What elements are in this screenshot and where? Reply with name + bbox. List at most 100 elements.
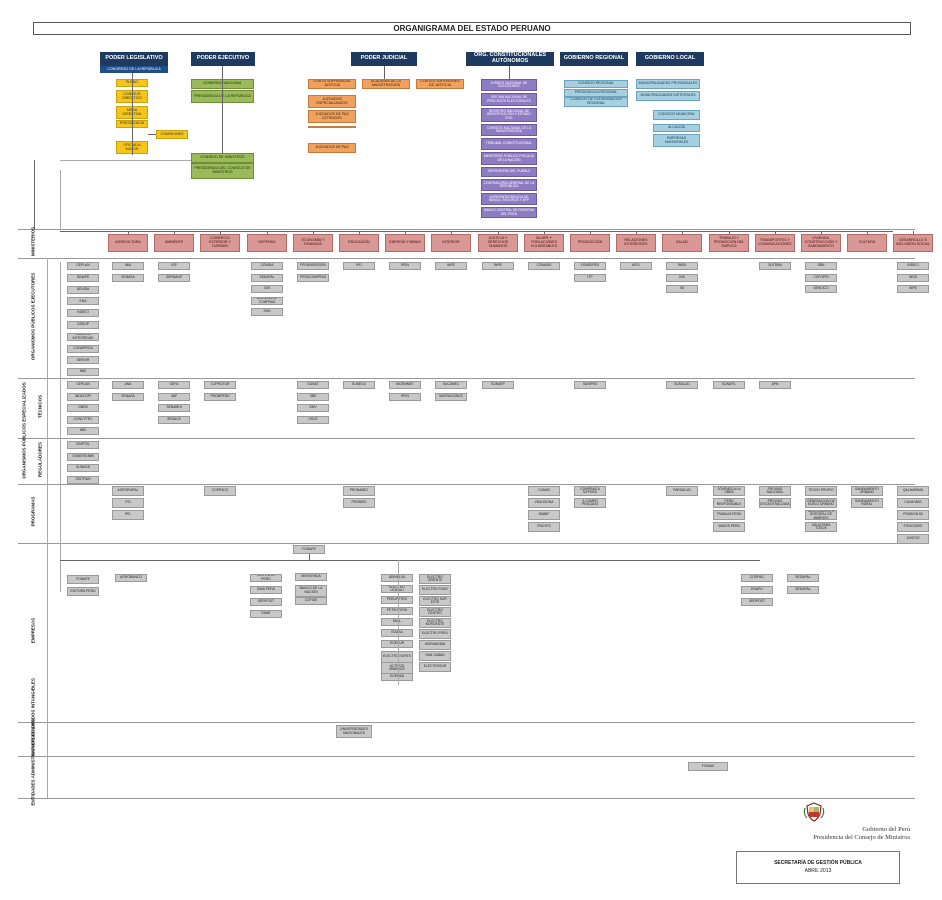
tecnico-item: ANA (112, 381, 144, 389)
power-header: PODER JUDICIAL (351, 52, 417, 66)
empresa-item: MIVIVIENDA (295, 573, 327, 581)
pcm-ejecutor: ENA (67, 297, 99, 306)
row-label: ORGANISMOS PÚBLICOS EJECUTORES (30, 272, 36, 361)
pcm-regulador: OSITRAN (67, 475, 99, 484)
programa-item: PSI (112, 498, 144, 508)
ministry-drop (867, 231, 868, 234)
programa-item: GENERACIÓN DE SUELO URBANO (805, 498, 837, 508)
ejecutor-item: IGN (251, 285, 283, 293)
row-divider (18, 378, 915, 379)
empresa-item: FAME (250, 610, 282, 618)
regional-item: CONSEJO REGIONAL (564, 80, 628, 88)
programa-item: COPESCO (204, 486, 236, 496)
row-divider (18, 438, 915, 439)
empresa-item: ELECTRO UCAYALI (381, 585, 413, 593)
universidades-box: UNIVERSIDADES NACIONALES (336, 725, 372, 738)
programa-item: PROVÍAS DESCENTRALIZADO (759, 498, 791, 508)
ministry-drop (128, 231, 129, 234)
power-header: ORG. CONSTITUCIONALES AUTÓNOMOS (466, 52, 554, 66)
ministry-drop (729, 231, 730, 234)
ejecutor-item: INIA (112, 262, 144, 270)
programa-item: A COMER PESCADO (574, 498, 606, 508)
empresa-item: ELECTRO SUR ESTE (419, 596, 451, 606)
ejecutor-item: SEDAPAL (251, 273, 283, 282)
ejecutor-item: CONIDA (251, 262, 283, 270)
programa-item: VIDA DIGNA (528, 498, 560, 508)
ministry-box: CULTURA (847, 234, 887, 252)
empresa-item: EGASA (381, 629, 413, 637)
ministry-box: TRANSPORTES Y COMUNICACIONES (755, 234, 795, 252)
ejecutor-item: PROINVERSIÓN (297, 262, 329, 270)
peru-coat-of-arms-icon (803, 802, 825, 822)
tecnico-item: SUSALUD (666, 381, 698, 389)
footer-sec: SECRETARÍA DE GESTIÓN PÚBLICA (774, 860, 862, 866)
autonomo-item: REGISTRO NACIONAL DE IDENTIFICACIÓN Y ES… (481, 108, 537, 122)
tecnico-item: MIGRACIONES (435, 392, 467, 401)
programa-item: JUNTOS (897, 534, 929, 544)
empresa-item: AGROBANCO (115, 574, 147, 582)
footer-pcm: Presidencia del Consejo de Ministros (813, 834, 910, 842)
row-label: ORGANISMOS PÚBLICOS ESPECIALIZADOS (21, 382, 27, 479)
autonomo-item: BANCO CENTRAL DE RESERVA DEL PERÚ (481, 207, 537, 218)
ejecutor-item: INEN (666, 262, 698, 270)
row-label: EMPRESAS (30, 617, 36, 644)
row-divider (18, 756, 915, 757)
fonavi-box: FONAVI (688, 762, 728, 771)
pcm-regulador: OSINERGMIN (67, 452, 99, 461)
ejecutor-item: INPE (897, 285, 929, 293)
pcm-tecnico: CONCYTEC (67, 415, 99, 424)
left-vertical-link (60, 170, 61, 230)
ministry-box: JUSTICIA Y DERECHOS HUMANOS (478, 234, 518, 252)
empresa-item: ENAPU (741, 586, 773, 594)
ministry-drop (775, 231, 776, 234)
ejecutor-item: INS (666, 273, 698, 282)
ministry-box: VIVIENDA, CONSTRUCCIÓN Y SANEAMIENTO (801, 234, 841, 252)
local-item: MUNICIPALIDADES DISTRITALES (636, 91, 700, 101)
empresa-item: ELECTRO PUNO (419, 585, 451, 595)
programa-item: SANEAMIENTO RURAL (851, 498, 883, 508)
row-label: PROGRAMAS (30, 496, 36, 527)
ministry-box: EDUCACIÓN (339, 234, 379, 252)
programa-item: AGUA PARA TODOS (805, 522, 837, 532)
pcm-ejecutor: INDECI (67, 309, 99, 318)
pcm-ejecutor: INEI (67, 368, 99, 377)
empresa-item: EGEMSA (381, 673, 413, 681)
autonomo-item: OFICINA NACIONAL DE PROCESOS ELECTORALES (481, 93, 537, 106)
row-divider (18, 258, 915, 259)
empresa-item: SEAL (381, 618, 413, 626)
empresas-spine (60, 560, 760, 561)
empresa-item: SAN GABÁN (419, 651, 451, 661)
judicial-item: CORTES SUPERIORES DE JUSTICIA (416, 79, 464, 89)
empresa-item: BANCO DE LA NACIÓN (295, 585, 327, 597)
programa-item: PROVÍAS NACIONAL (759, 486, 791, 496)
consejo-ministros-box: CONSEJO DE MINISTROS (191, 153, 254, 163)
ejecutor-item: FONDEPES (574, 262, 606, 270)
programa-item: PRONABEC (343, 486, 375, 496)
ejecutor-item: IGP (158, 262, 190, 270)
ministry-drop (220, 231, 221, 234)
autonomos-trunk (509, 66, 510, 79)
programa-item: TRABAJA PERÚ (713, 510, 745, 520)
row-label: MINISTERIOS (30, 226, 36, 257)
pcm-ejecutor: CONAPROA (67, 344, 99, 353)
tecnico-item: SUCAMEC (435, 381, 467, 389)
ministry-box: PRODUCCIÓN (570, 234, 610, 252)
ejecutor-item: IPD (343, 262, 375, 270)
ejecutor-item: CONADIS (528, 262, 560, 270)
ministry-box: ECONOMÍA Y FINANZAS (293, 234, 333, 252)
autonomo-item: SUPERINTENDENCIA DE BANCA, SEGUROS Y AFP (481, 193, 537, 205)
pcm-column-link (60, 262, 61, 592)
empresa-item: CORPAC (741, 574, 773, 582)
regional-item: PRESIDENCIA REGIONAL (564, 89, 628, 97)
empresa-item: ELECTROSUR (419, 662, 451, 672)
ministry-drop (451, 231, 452, 234)
empresa-item: COFIDE (295, 597, 327, 605)
power-header: GOBIERNO REGIONAL (560, 52, 628, 66)
programa-item: VAMOS PERÚ (713, 522, 745, 532)
pcm-ejecutor: PANEL DE INTEGRIDAD (67, 332, 99, 341)
ejecutor-item: SBN (805, 262, 837, 270)
pcm-tecnico: INEI (67, 427, 99, 435)
empresa-item: SERPOST (250, 598, 282, 606)
left-vertical-link (34, 160, 35, 230)
footer-secretaria-box: SECRETARÍA DE GESTIÓN PÚBLICA ABRIL 2013 (736, 851, 900, 884)
